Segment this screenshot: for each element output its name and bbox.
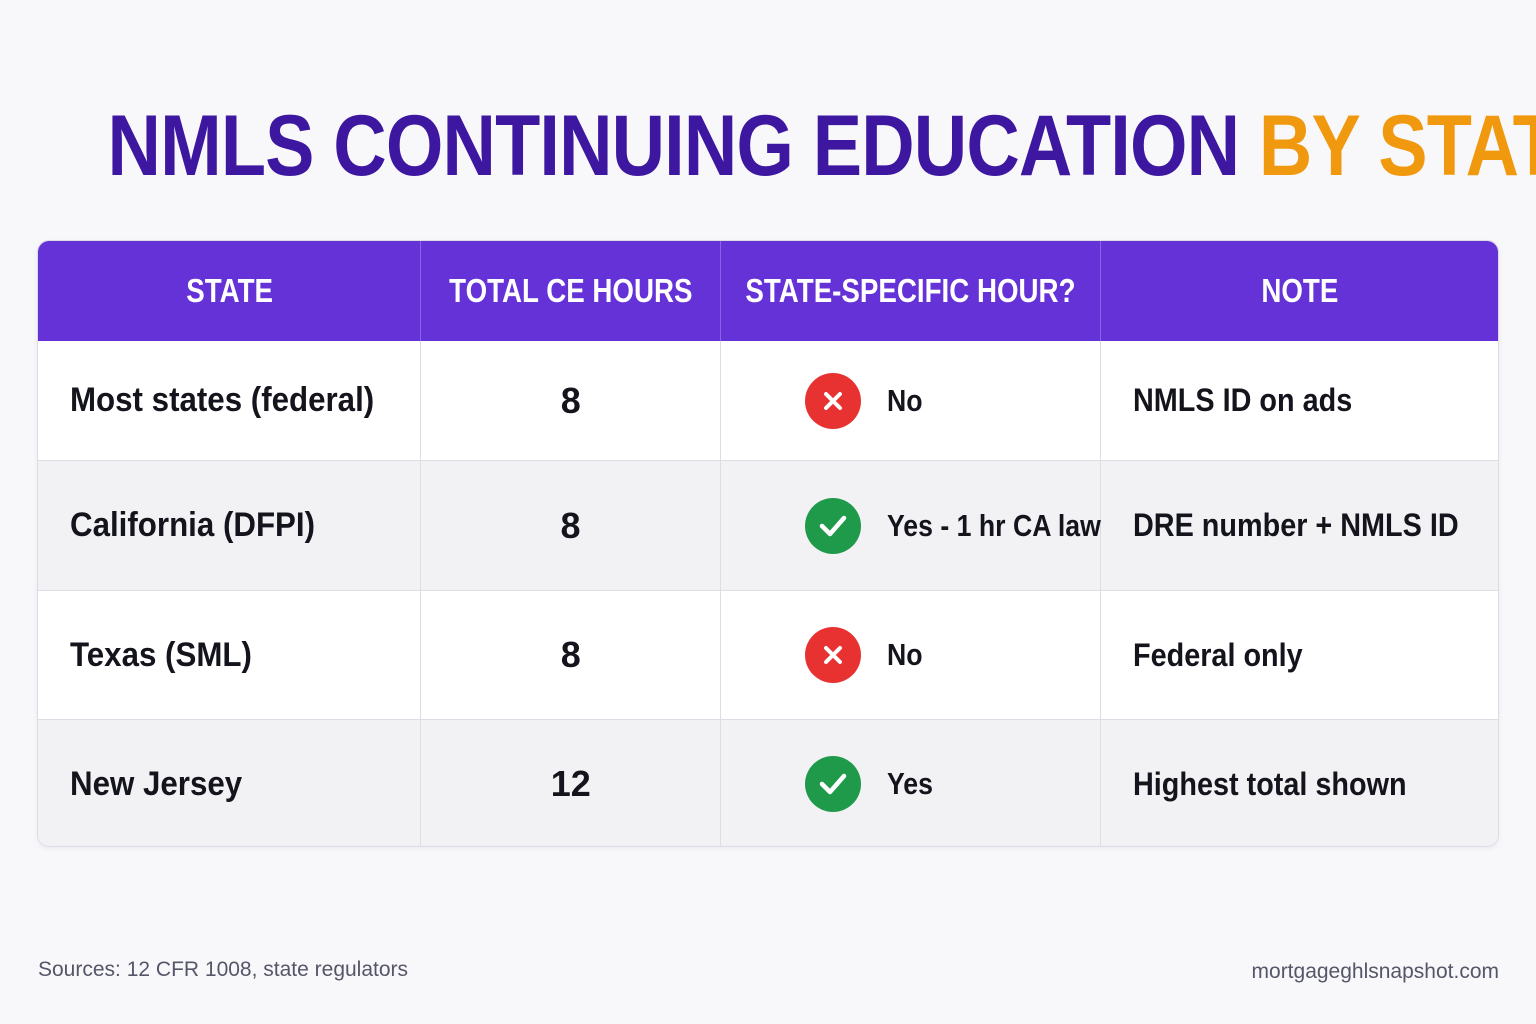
site-credit: mortgageghlsnapshot.com — [1251, 960, 1499, 983]
sources-note: Sources: 12 CFR 1008, state regulators — [38, 958, 409, 981]
table-header-row: STATE TOTAL CE HOURS STATE-SPECIFIC HOUR… — [38, 241, 1498, 341]
specific-text: No — [887, 637, 923, 672]
note-cell: Federal only — [1132, 636, 1303, 673]
hours-cell: 8 — [421, 341, 722, 460]
state-cell: New Jersey — [38, 720, 422, 846]
note-cell: NMLS ID on ads — [1132, 382, 1352, 418]
table-row: Most states (federal) 8 No NMLS ID on ad… — [38, 341, 1498, 461]
state-cell: Texas (SML) — [38, 591, 422, 719]
table-row: New Jersey 12 Yes Highest total shown — [38, 720, 1498, 846]
page-title: NMLS CONTINUING EDUCATION BY STATE — [107, 96, 1536, 196]
title-main: NMLS CONTINUING EDUCATION — [107, 98, 1241, 194]
x-circle-icon — [805, 627, 862, 683]
title-accent: BY STATE — [1258, 98, 1536, 194]
specific-cell: No — [721, 341, 1101, 460]
state-cell: Most states (federal) — [38, 341, 422, 460]
header-note: NOTE — [1260, 272, 1338, 309]
header-state-specific-hour: STATE-SPECIFIC HOUR? — [721, 241, 1101, 341]
specific-cell: Yes - 1 hr CA law — [721, 461, 1101, 590]
specific-text: Yes - 1 hr CA law — [886, 507, 1101, 543]
header-state: STATE — [38, 241, 422, 341]
specific-text: No — [887, 382, 923, 418]
ce-table: STATE TOTAL CE HOURS STATE-SPECIFIC HOUR… — [37, 240, 1499, 847]
specific-cell: Yes — [721, 720, 1101, 846]
note-cell: Highest total shown — [1132, 765, 1407, 802]
note-cell: DRE number + NMLS ID — [1132, 507, 1459, 543]
specific-text: Yes — [887, 766, 933, 801]
hours-cell: 8 — [421, 591, 722, 719]
table-row: Texas (SML) 8 No Federal only — [38, 591, 1498, 720]
check-circle-icon — [804, 497, 861, 554]
state-cell: California (DFPI) — [38, 461, 422, 590]
table-row: California (DFPI) 8 Yes - 1 hr CA law DR… — [38, 461, 1498, 591]
header-total-ce-hours: TOTAL CE HOURS — [421, 241, 721, 341]
check-circle-icon — [805, 756, 862, 812]
x-circle-icon — [805, 372, 862, 429]
hours-cell: 8 — [421, 461, 721, 590]
hours-cell: 12 — [421, 720, 722, 846]
specific-cell: No — [721, 591, 1101, 719]
